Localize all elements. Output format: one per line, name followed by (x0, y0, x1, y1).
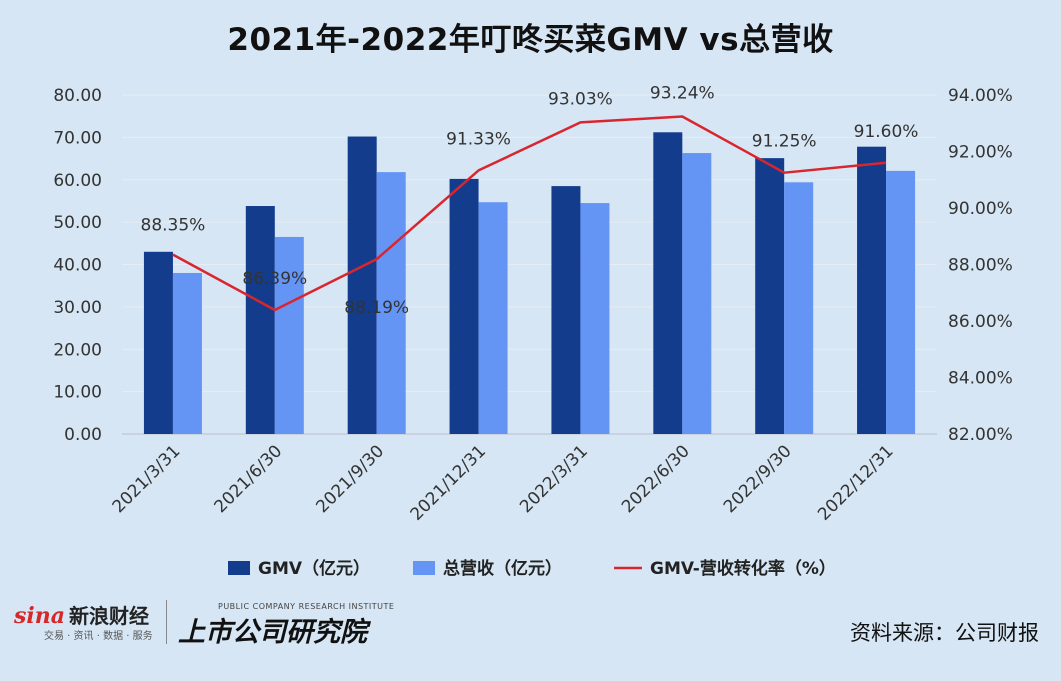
legend-label-rate: GMV-营收转化率（%） (650, 558, 836, 579)
logo-divider (166, 600, 167, 644)
revenue-bar (682, 153, 712, 434)
y-left-tick-label: 10.00 (53, 383, 102, 403)
gmv-bar (347, 136, 377, 434)
legend-swatch-revenue (413, 561, 435, 575)
sina-tagline: 交易 · 资讯 · 数据 · 服务 (44, 631, 153, 642)
revenue-bar (886, 170, 916, 434)
research-institute-name: 上市公司研究院 (178, 617, 367, 648)
gmv-bar (245, 206, 275, 434)
revenue-bar (274, 236, 304, 434)
research-institute-english: PUBLIC COMPANY RESEARCH INSTITUTE (218, 602, 395, 611)
y-right-tick-label: 90.00% (948, 199, 1013, 219)
y-left-tick-label: 60.00 (53, 171, 102, 191)
y-left-tick-label: 20.00 (53, 340, 102, 360)
x-tick-label: 2022/12/31 (814, 441, 897, 524)
gmv-bar (653, 132, 683, 435)
x-tick-label: 2021/12/31 (407, 441, 490, 524)
y-left-tick-label: 50.00 (53, 213, 102, 233)
x-tick-label: 2021/9/30 (312, 441, 388, 517)
conversion-rate-label: 91.33% (446, 129, 511, 149)
y-right-tick-label: 86.00% (948, 312, 1013, 332)
revenue-bar (580, 203, 610, 434)
x-tick-label: 2022/3/31 (516, 441, 592, 517)
conversion-rate-label: 88.19% (344, 298, 409, 318)
research-institute-logo: PUBLIC COMPANY RESEARCH INSTITUTE 上市公司研究… (178, 602, 394, 649)
y-right-tick-label: 88.00% (948, 256, 1013, 276)
y-left-tick-label: 0.00 (64, 425, 102, 445)
sina-finance-logo: sina 新浪财经 (14, 600, 149, 629)
chart-title: 2021年-2022年叮咚买菜GMV vs总营收 (227, 22, 834, 58)
y-left-tick-label: 40.00 (53, 256, 102, 276)
gmv-bar (143, 251, 173, 434)
x-tick-label: 2021/6/30 (211, 441, 287, 517)
gmv-bar (755, 158, 785, 435)
legend-label-revenue: 总营收（亿元） (443, 558, 562, 579)
revenue-bar (784, 182, 814, 434)
conversion-rate-line (172, 115, 887, 312)
legend-label-gmv: GMV（亿元） (258, 558, 370, 579)
legend-swatch-gmv (228, 561, 250, 575)
y-right-tick-label: 82.00% (948, 425, 1013, 445)
y-left-tick-label: 30.00 (53, 298, 102, 318)
x-tick-label: 2022/9/30 (720, 441, 796, 517)
x-tick-label: 2022/6/30 (618, 441, 694, 517)
conversion-rate-label: 93.03% (548, 89, 613, 109)
conversion-rate-label: 91.25% (752, 132, 817, 152)
x-tick-label: 2021/3/31 (109, 441, 185, 517)
sina-finance-name: 新浪财经 (69, 604, 149, 628)
revenue-bar (376, 172, 406, 434)
y-right-tick-label: 84.00% (948, 369, 1013, 389)
conversion-rate-label: 86.39% (242, 269, 307, 289)
y-right-tick-label: 94.00% (948, 86, 1013, 106)
revenue-bar (478, 202, 508, 434)
conversion-rate-label: 91.60% (854, 122, 919, 142)
y-right-tick-label: 92.00% (948, 143, 1013, 163)
source-note: 资料来源：公司财报 (850, 621, 1039, 645)
conversion-rate-label: 93.24% (650, 83, 715, 103)
gmv-bar (551, 186, 581, 434)
conversion-rate-label: 88.35% (141, 216, 206, 236)
gmv-bar (857, 146, 887, 434)
gmv-bar (449, 178, 479, 434)
sina-wordmark: sina (14, 603, 65, 629)
y-left-tick-label: 80.00 (53, 86, 102, 106)
revenue-bar (172, 272, 202, 434)
y-left-tick-label: 70.00 (53, 128, 102, 148)
